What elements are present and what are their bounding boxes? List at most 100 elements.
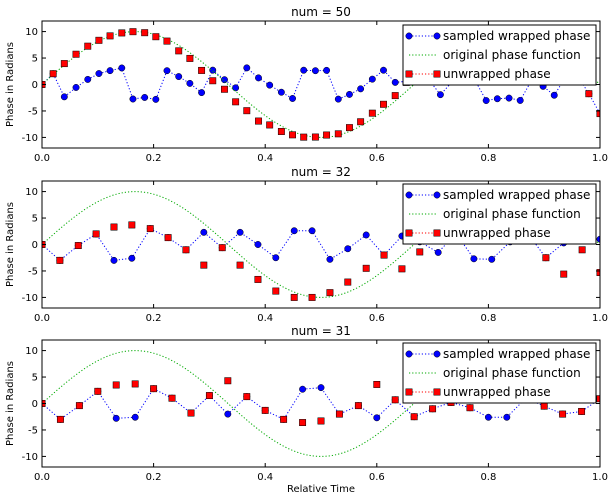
legend: sampled wrapped phase original phase func… <box>402 24 597 86</box>
data-point <box>254 275 262 283</box>
data-point <box>95 70 103 77</box>
data-point <box>163 37 171 45</box>
x-tick-label: 0.6 <box>369 153 385 164</box>
x-tick-label: 1.0 <box>592 313 608 324</box>
legend-marker <box>433 191 441 199</box>
data-point <box>168 394 176 402</box>
data-point <box>277 88 285 96</box>
data-point <box>289 95 296 102</box>
data-point <box>243 64 251 72</box>
data-point <box>410 413 418 421</box>
legend-entry: original phase function <box>409 48 581 62</box>
legend-marker <box>405 388 413 396</box>
data-point <box>60 60 68 68</box>
legend-label: sampled wrapped phase <box>443 347 590 361</box>
data-point <box>289 131 296 139</box>
data-point <box>198 66 206 74</box>
legend-marker <box>433 32 441 40</box>
data-point <box>175 73 183 81</box>
panel-title: num = 50 <box>291 5 351 19</box>
x-tick-label: 0.4 <box>257 153 273 164</box>
legend-label: unwrapped phase <box>443 67 551 81</box>
x-tick-label: 0.8 <box>480 472 496 483</box>
x-tick-label: 0.0 <box>34 313 50 324</box>
data-point <box>391 92 399 100</box>
data-point <box>346 90 353 98</box>
data-point <box>75 402 83 410</box>
legend-marker <box>405 70 413 78</box>
data-point <box>398 265 406 273</box>
data-point <box>152 95 160 103</box>
data-point <box>308 227 316 235</box>
data-point <box>254 241 262 248</box>
data-point <box>470 255 478 263</box>
data-point <box>232 84 240 92</box>
data-point <box>84 75 92 83</box>
y-axis-title: Phase in Radians <box>5 202 16 287</box>
data-point <box>357 118 365 126</box>
data-point <box>74 242 82 250</box>
data-point <box>326 255 334 263</box>
data-point <box>56 256 64 264</box>
panel-num-50: 0.0 0.2 0.4 0.6 0.8 1.0 10 5 0 -5 -10 num = 50 Pha… <box>5 5 608 164</box>
data-point <box>49 70 57 78</box>
series-unwrapped-phase <box>42 377 600 427</box>
data-point <box>346 124 353 132</box>
legend-label: original phase function <box>443 207 581 221</box>
x-tick-label: 0.0 <box>34 153 50 164</box>
data-point <box>362 264 370 272</box>
legend-entry: sampled wrapped phase <box>405 29 590 43</box>
x-tick-label: 0.6 <box>369 472 385 483</box>
legend-entry: unwrapped phase <box>405 67 551 81</box>
data-point <box>505 94 513 102</box>
x-tick-label: 0.2 <box>146 472 162 483</box>
data-point <box>128 221 136 229</box>
data-point <box>493 95 501 103</box>
data-point <box>380 251 388 259</box>
data-point <box>209 66 217 74</box>
panel-num-31: 0.0 0.2 0.4 0.6 0.8 1.0 10 5 0 -5 -10 num = 31 Pha… <box>5 324 608 483</box>
data-point <box>164 234 172 242</box>
x-tick-label: 0.0 <box>34 472 50 483</box>
legend: sampled wrapped phase original phase func… <box>402 183 597 245</box>
y-tick-label: 10 <box>25 27 38 38</box>
data-point <box>300 133 308 141</box>
data-point <box>272 287 280 295</box>
data-point <box>559 410 567 418</box>
data-point <box>550 91 558 99</box>
data-point <box>110 256 118 264</box>
y-tick-label: -10 <box>22 452 38 463</box>
data-point <box>488 255 496 263</box>
data-point <box>146 225 154 233</box>
data-point <box>255 74 262 82</box>
data-point <box>299 419 307 427</box>
data-point <box>290 227 298 235</box>
legend-label: sampled wrapped phase <box>443 188 590 202</box>
data-point <box>94 387 102 395</box>
data-point <box>243 107 251 115</box>
y-tick-label: 10 <box>25 187 38 198</box>
data-point <box>560 270 568 278</box>
data-point <box>186 79 194 87</box>
data-point <box>200 261 208 269</box>
data-point <box>95 36 103 44</box>
data-point <box>308 293 316 301</box>
data-point <box>373 414 381 422</box>
data-point <box>299 385 307 393</box>
y-tick-label: -10 <box>22 293 38 304</box>
legend-marker <box>433 388 441 396</box>
data-point <box>163 67 171 75</box>
legend-label: original phase function <box>443 366 581 380</box>
x-axis-title: Relative Time <box>287 484 355 495</box>
data-point <box>542 254 550 262</box>
data-point <box>391 396 399 404</box>
data-point <box>482 97 490 104</box>
data-point <box>182 246 190 254</box>
data-point <box>354 402 362 410</box>
legend-label: unwrapped phase <box>443 226 551 240</box>
data-point <box>129 95 137 103</box>
data-point <box>578 407 586 415</box>
legend-label: original phase function <box>443 48 581 62</box>
data-point <box>368 75 376 83</box>
data-point <box>416 248 424 256</box>
